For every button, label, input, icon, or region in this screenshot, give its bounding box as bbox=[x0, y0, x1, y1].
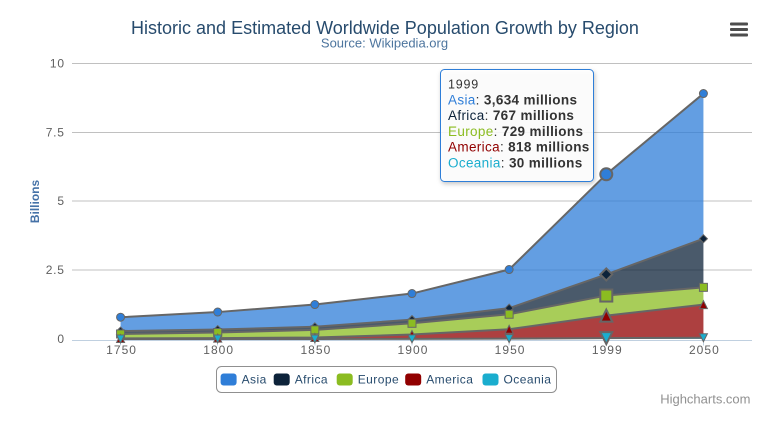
svg-text:Oceania: Oceania bbox=[504, 373, 552, 387]
svg-text:1800: 1800 bbox=[203, 343, 234, 357]
svg-text:America: 818 millions: America: 818 millions bbox=[448, 140, 590, 155]
svg-text:1999: 1999 bbox=[592, 343, 623, 357]
svg-text:Historic and Estimated Worldwi: Historic and Estimated Worldwide Populat… bbox=[131, 18, 639, 38]
svg-text:Highcharts.com: Highcharts.com bbox=[660, 392, 750, 407]
svg-text:America: America bbox=[426, 373, 473, 387]
svg-text:Asia: Asia bbox=[242, 373, 267, 387]
svg-text:10: 10 bbox=[50, 57, 65, 71]
svg-text:1750: 1750 bbox=[106, 343, 137, 357]
svg-text:1850: 1850 bbox=[300, 343, 331, 357]
svg-text:Europe: 729 millions: Europe: 729 millions bbox=[448, 124, 583, 139]
svg-text:1999: 1999 bbox=[448, 78, 479, 92]
svg-text:1950: 1950 bbox=[495, 343, 526, 357]
svg-text:7.5: 7.5 bbox=[46, 125, 65, 139]
svg-text:5: 5 bbox=[57, 194, 64, 208]
svg-text:0: 0 bbox=[57, 332, 64, 346]
svg-text:Source: Wikipedia.org: Source: Wikipedia.org bbox=[321, 36, 448, 51]
svg-text:2.5: 2.5 bbox=[46, 263, 65, 277]
svg-text:1900: 1900 bbox=[398, 343, 429, 357]
svg-text:Europe: Europe bbox=[358, 373, 399, 387]
svg-text:Africa: Africa bbox=[295, 373, 328, 387]
svg-text:Asia: 3,634 millions: Asia: 3,634 millions bbox=[448, 93, 577, 108]
svg-text:Billions: Billions bbox=[28, 180, 42, 224]
svg-text:Africa: 767 millions: Africa: 767 millions bbox=[448, 108, 574, 123]
svg-text:Oceania: 30 millions: Oceania: 30 millions bbox=[448, 155, 583, 170]
svg-text:2050: 2050 bbox=[689, 343, 720, 357]
